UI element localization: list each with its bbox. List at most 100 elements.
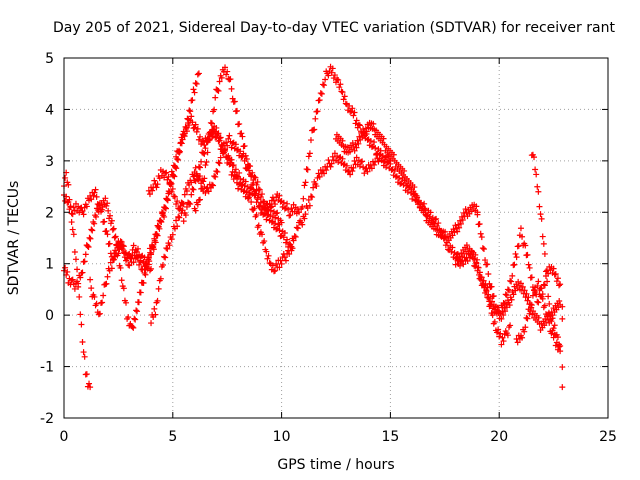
x-tick-label: 10 [273,429,291,445]
data-point [476,221,483,228]
data-point [266,259,273,266]
data-point [485,291,492,298]
data-point [264,255,271,262]
data-point [227,76,234,83]
data-point [336,84,343,91]
data-point [462,206,469,213]
data-point [161,174,168,181]
data-point [302,179,309,186]
data-point [202,145,209,152]
data-point [363,128,370,135]
data-point [250,180,257,187]
data-point [188,113,195,120]
data-point [368,165,375,172]
data-point [356,163,363,170]
data-point [151,305,158,312]
data-point [88,226,95,233]
data-point [531,154,538,161]
data-point [524,251,531,258]
data-point [120,249,127,256]
data-point [87,276,94,283]
data-point [504,286,511,293]
data-point [226,132,233,139]
data-point [537,285,544,292]
data-point [554,275,561,282]
data-point [280,234,287,241]
data-point [123,299,130,306]
data-point [215,87,222,94]
data-point [458,250,465,257]
data-point [452,261,459,268]
data-point [453,225,460,232]
data-point [103,280,110,287]
data-point [190,186,197,193]
data-point [125,261,132,268]
data-point [182,123,189,130]
data-marks [61,63,566,391]
data-point [318,90,325,97]
data-point [370,120,377,127]
data-point [276,227,283,234]
data-point [248,199,255,205]
data-point [142,271,149,278]
data-point [183,203,190,210]
x-tick-label: 0 [60,429,69,445]
data-point [163,245,170,252]
data-point [314,108,321,115]
data-point [359,158,366,165]
data-point [533,171,540,178]
data-point [200,150,207,157]
data-point [274,209,281,216]
data-point [506,302,513,309]
data-point [503,292,510,299]
data-point [305,153,312,160]
data-point [539,295,546,302]
data-point [103,202,110,209]
data-point [502,308,509,315]
data-point [525,261,532,268]
data-point [328,160,335,167]
data-point [556,282,563,289]
data-point [189,97,196,104]
data-point [325,157,332,164]
data-point [215,138,222,145]
data-point [65,181,72,188]
data-point [474,256,481,263]
data-point [524,297,531,304]
data-point [496,333,503,340]
data-point [245,194,252,201]
data-point [245,162,252,169]
data-point [91,293,98,300]
data-point [284,200,291,207]
data-point [540,281,547,288]
data-point [317,90,324,97]
data-point [162,205,169,212]
data-point [75,280,82,287]
data-point [161,213,168,220]
data-point [205,188,212,195]
data-point [81,258,88,265]
data-point [148,320,155,327]
data-point [396,174,403,181]
data-point [211,106,218,113]
data-point [549,327,556,334]
series-trace-13 [513,278,564,355]
data-point [116,241,123,248]
data-point [276,192,283,199]
data-point [454,228,461,235]
data-point [169,231,176,238]
data-point [559,364,566,371]
data-point [146,191,153,198]
data-point [104,231,111,238]
data-point [186,107,193,114]
data-point [435,220,442,227]
data-point [173,165,180,172]
data-point [132,316,139,323]
data-point [519,233,526,240]
data-point [69,276,76,283]
data-point [342,100,349,107]
data-point [202,162,209,169]
data-point [477,276,484,283]
data-point [194,125,201,132]
data-point [88,196,95,203]
